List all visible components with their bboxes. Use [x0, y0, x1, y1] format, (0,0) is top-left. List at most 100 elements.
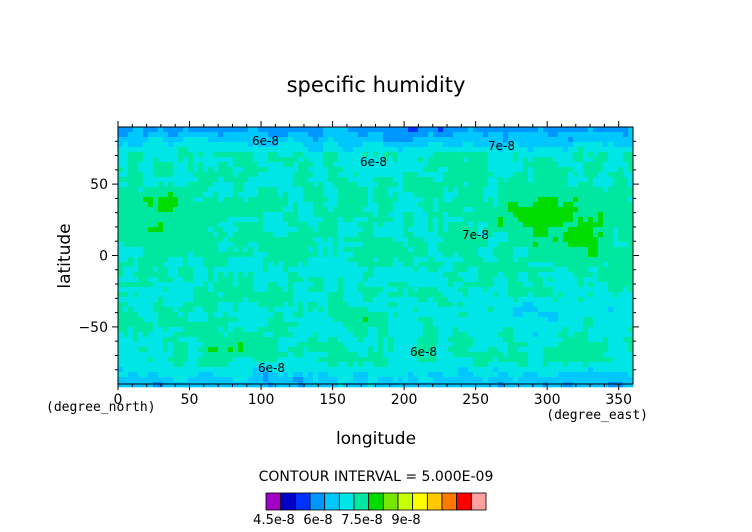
- field-cell: [343, 297, 349, 303]
- field-cell: [133, 297, 139, 303]
- field-cell: [293, 252, 299, 258]
- field-cell: [283, 152, 289, 158]
- field-cell: [193, 217, 199, 223]
- field-cell: [138, 292, 144, 298]
- field-cell: [273, 252, 279, 258]
- field-cell: [483, 227, 489, 233]
- field-cell: [473, 282, 479, 288]
- field-cell: [403, 222, 409, 228]
- field-cell: [418, 337, 424, 343]
- field-cell: [258, 312, 264, 318]
- field-cell: [258, 362, 264, 368]
- field-cell: [363, 272, 369, 278]
- field-cell: [198, 182, 204, 188]
- field-cell: [588, 197, 594, 203]
- field-cell: [203, 292, 209, 298]
- field-cell: [398, 282, 404, 288]
- field-cell: [498, 152, 504, 158]
- field-cell: [593, 247, 599, 253]
- field-cell: [628, 347, 634, 353]
- field-cell: [198, 187, 204, 193]
- field-cell: [203, 187, 209, 193]
- field-cell: [178, 142, 184, 148]
- field-cell: [333, 297, 339, 303]
- field-cell: [528, 232, 534, 238]
- field-cell: [553, 142, 559, 148]
- field-cell: [488, 182, 494, 188]
- field-cell: [553, 197, 559, 203]
- field-cell: [548, 352, 554, 358]
- field-cell: [623, 297, 629, 303]
- field-cell: [378, 247, 384, 253]
- field-cell: [308, 172, 314, 178]
- field-cell: [618, 257, 624, 263]
- field-cell: [418, 182, 424, 188]
- field-cell: [483, 177, 489, 183]
- field-cell: [178, 172, 184, 178]
- field-cell: [198, 342, 204, 348]
- field-cell: [343, 327, 349, 333]
- field-cell: [543, 287, 549, 293]
- field-cell: [608, 302, 614, 308]
- field-cell: [158, 227, 164, 233]
- field-cell: [493, 197, 499, 203]
- field-cell: [198, 277, 204, 283]
- field-cell: [493, 147, 499, 153]
- field-cell: [568, 287, 574, 293]
- field-cell: [128, 152, 134, 158]
- field-cell: [413, 352, 419, 358]
- field-cell: [623, 207, 629, 213]
- field-cell: [158, 332, 164, 338]
- field-cell: [618, 347, 624, 353]
- field-cell: [233, 262, 239, 268]
- field-cell: [173, 367, 179, 373]
- field-cell: [343, 292, 349, 298]
- field-cell: [578, 157, 584, 163]
- field-cell: [188, 307, 194, 313]
- field-cell: [218, 187, 224, 193]
- field-cell: [543, 272, 549, 278]
- field-cell: [538, 167, 544, 173]
- field-cell: [133, 287, 139, 293]
- field-cell: [118, 367, 124, 373]
- field-cell: [558, 272, 564, 278]
- field-cell: [483, 307, 489, 313]
- field-cell: [173, 197, 179, 203]
- field-cell: [123, 312, 129, 318]
- field-cell: [223, 172, 229, 178]
- field-cell: [338, 337, 344, 343]
- field-cell: [623, 322, 629, 328]
- field-cell: [243, 322, 249, 328]
- field-cell: [533, 292, 539, 298]
- field-cell: [573, 192, 579, 198]
- field-cell: [153, 137, 159, 143]
- field-cell: [228, 247, 234, 253]
- field-cell: [443, 127, 449, 133]
- field-cell: [323, 247, 329, 253]
- field-cell: [613, 217, 619, 223]
- field-cell: [603, 347, 609, 353]
- field-cell: [183, 182, 189, 188]
- field-cell: [278, 217, 284, 223]
- field-cell: [508, 197, 514, 203]
- field-cell: [123, 192, 129, 198]
- field-cell: [478, 312, 484, 318]
- field-cell: [403, 362, 409, 368]
- field-cell: [478, 177, 484, 183]
- field-cell: [423, 322, 429, 328]
- field-cell: [448, 137, 454, 143]
- field-cell: [213, 142, 219, 148]
- field-cell: [613, 347, 619, 353]
- field-cell: [173, 142, 179, 148]
- field-cell: [143, 332, 149, 338]
- field-cell: [283, 197, 289, 203]
- field-cell: [253, 187, 259, 193]
- field-cell: [618, 307, 624, 313]
- field-cell: [603, 247, 609, 253]
- field-cell: [343, 252, 349, 258]
- field-cell: [503, 127, 509, 133]
- field-cell: [293, 352, 299, 358]
- field-cell: [428, 357, 434, 363]
- field-cell: [383, 137, 389, 143]
- field-cell: [298, 187, 304, 193]
